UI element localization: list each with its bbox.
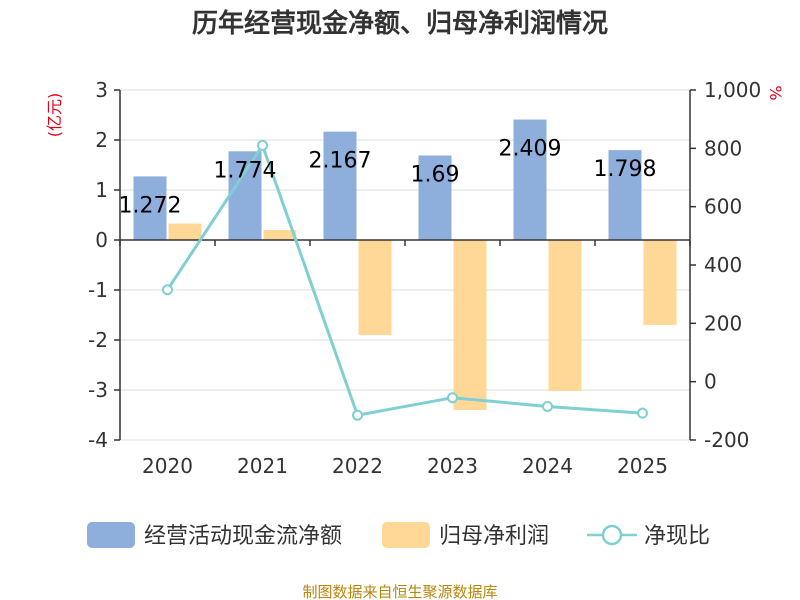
y-right-tick-label: 600	[704, 195, 742, 219]
chart-title: 历年经营现金净额、归母净利润情况	[192, 8, 608, 39]
net-cash-ratio-point	[637, 407, 648, 419]
line-series	[162, 139, 648, 421]
y-left-tick-label: 3	[95, 78, 108, 102]
x-tick-label: 2021	[237, 454, 288, 478]
y-left-tick-label: -2	[88, 328, 108, 352]
x-tick-label: 2023	[427, 454, 478, 478]
y-right-tick-label: -200	[704, 428, 749, 452]
y-right-unit: %	[766, 85, 785, 100]
y-left-tick-label: -4	[88, 428, 108, 452]
cashflow-data-label: 1.69	[411, 163, 460, 188]
net-cash-ratio-point	[257, 139, 268, 151]
legend-label: 净现比	[644, 524, 710, 549]
net-profit-bar	[643, 240, 677, 325]
cashflow-data-label: 2.409	[499, 137, 562, 162]
cashflow-data-label: 2.167	[309, 149, 372, 174]
y-right-tick-label: 800	[704, 136, 742, 160]
net-profit-bar	[548, 240, 582, 391]
y-left-tick-label: 0	[95, 228, 108, 252]
net-cash-ratio-point	[542, 400, 553, 412]
net-cash-ratio-line	[166, 142, 643, 417]
legend-label: 经营活动现金流净额	[144, 524, 342, 549]
data-labels: 1.272 1.774 2.167 1.69 2.409 1.798	[119, 137, 657, 219]
legend-label: 归母净利润	[439, 524, 549, 549]
legend-swatch-net-profit	[382, 522, 430, 548]
bars	[133, 119, 677, 410]
net-cash-ratio-point	[447, 392, 458, 404]
cashflow-bar	[608, 150, 642, 240]
y-right-tick-label: 1,000	[704, 78, 761, 102]
net-profit-bar	[168, 223, 202, 240]
y-right-tick-label: 400	[704, 253, 742, 277]
cashflow-data-label: 1.272	[119, 193, 182, 218]
x-tick-label: 2025	[617, 454, 668, 478]
legend-swatch-marker	[601, 524, 623, 546]
net-cash-ratio-point	[162, 284, 173, 296]
legend-swatch-cashflow	[87, 522, 135, 548]
y-left-tick-label: -3	[88, 378, 108, 402]
legend: 经营活动现金流净额 归母净利润 净现比	[87, 522, 710, 549]
x-tick-label: 2024	[522, 454, 573, 478]
y-left-unit: (亿元)	[45, 93, 64, 138]
x-tick-label: 2022	[332, 454, 383, 478]
net-profit-bar	[453, 240, 487, 410]
axes: 3 2 1 0 -1 -2 -3 -4 1,000 800 600 400 200 0 -200 2020 20…	[88, 78, 761, 478]
x-tick-label: 2020	[142, 454, 193, 478]
net-profit-bar	[263, 230, 297, 240]
cashflow-bar	[418, 155, 452, 240]
net-profit-bar	[358, 240, 392, 335]
grid-lines	[120, 89, 690, 441]
cashflow-data-label: 1.798	[594, 157, 657, 182]
cashflow-bar	[323, 131, 357, 240]
net-cash-ratio-point	[352, 409, 363, 421]
y-left-tick-label: 2	[95, 128, 108, 152]
y-right-tick-label: 0	[704, 370, 717, 394]
y-left-tick-label: -1	[88, 278, 108, 302]
cashflow-bar	[513, 119, 547, 240]
cashflow-data-label: 1.774	[214, 158, 277, 183]
y-right-tick-label: 200	[704, 311, 742, 335]
cashflow-bar	[133, 176, 167, 240]
y-left-tick-label: 1	[95, 178, 108, 202]
cashflow-bar	[228, 151, 262, 240]
source-note: 制图数据来自恒生聚源数据库	[302, 583, 497, 600]
